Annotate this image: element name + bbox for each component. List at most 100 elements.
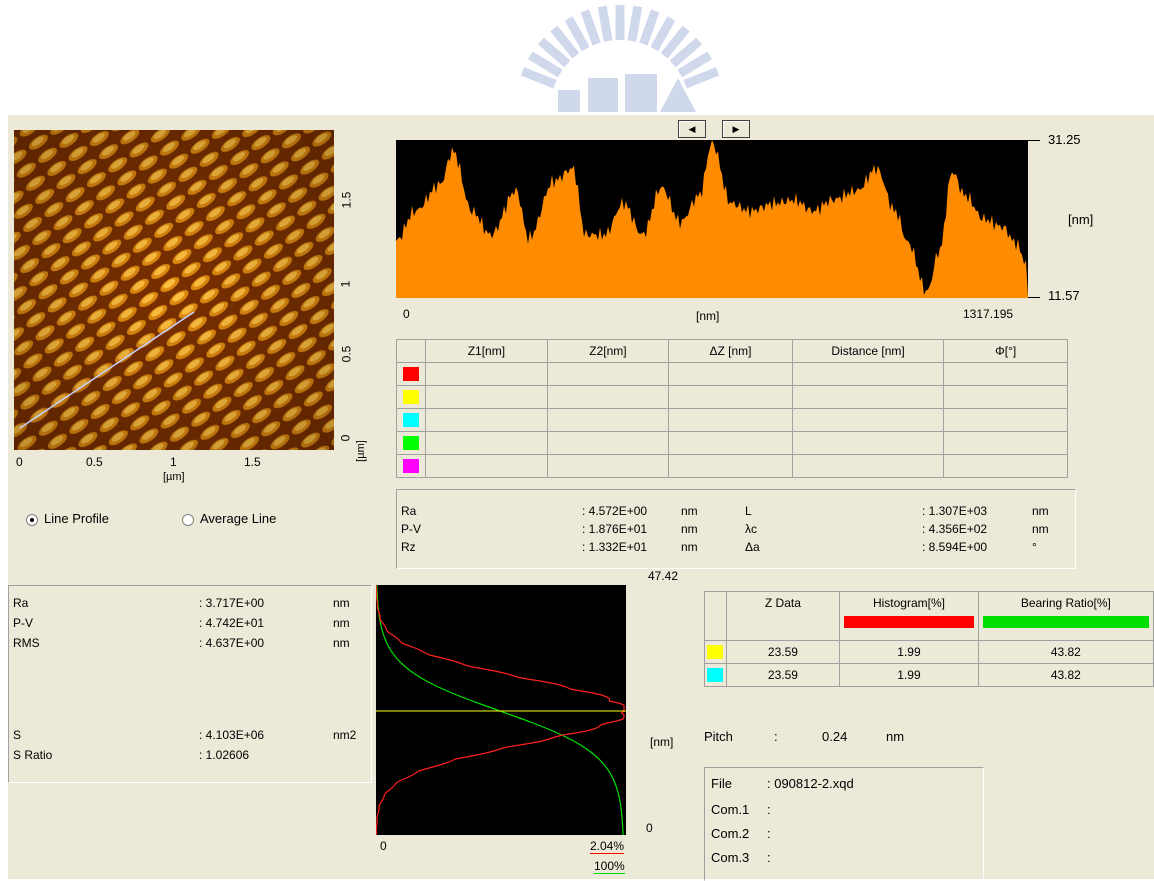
image-x-tick: 1.5 (244, 455, 261, 469)
yellow-cursor-swatch (707, 645, 724, 660)
rough-name: λc (745, 522, 757, 536)
table-row[interactable]: 23.59 1.99 43.82 (704, 663, 1154, 687)
rough-value: : 1.876E+01 (582, 522, 648, 536)
profile-line-cursor[interactable] (19, 311, 195, 429)
cyan-cursor-swatch (403, 413, 420, 428)
bearing-header-label: Bearing Ratio[%] (1020, 596, 1111, 610)
histogram-x-start: 0 (380, 839, 387, 853)
table-row[interactable] (395, 431, 1068, 455)
image-y-tick: 1 (338, 280, 353, 288)
radio-selected-icon (26, 513, 38, 526)
col-distance: Distance [nm] (791, 339, 945, 363)
profile-x-unit: [nm] (696, 309, 720, 323)
bearing-x-max: 100% (594, 859, 625, 874)
table-row[interactable] (395, 454, 1068, 478)
col-z-data: Z Data (725, 591, 841, 641)
bearing-ratio-curve (376, 585, 624, 835)
histogram-bottom-value: 0 (646, 821, 653, 835)
col-delta-z: ΔZ [nm] (668, 339, 793, 363)
afm-topography-image[interactable] (14, 130, 350, 450)
table-row[interactable]: 23.59 1.99 43.82 (704, 640, 1154, 664)
histogram-cell: 1.99 (839, 663, 979, 687)
average-line-label: Average Line (200, 511, 277, 526)
next-profile-button[interactable]: ▶ (722, 120, 750, 138)
z-max-tick (1028, 140, 1040, 141)
image-x-unit: [µm] (163, 471, 185, 483)
cyan-cursor-swatch (707, 668, 724, 683)
profile-z-max: 31.25 (1048, 132, 1081, 147)
rough-value: : 1.332E+01 (582, 540, 648, 554)
comment1-label: Com.1 (711, 802, 750, 817)
file-info-panel: File : 090812-2.xqd Com.1 : Com.2 : Com.… (704, 767, 984, 881)
pitch-unit: nm (886, 729, 905, 744)
rough-unit: nm (681, 522, 698, 536)
image-x-tick: 0.5 (86, 455, 103, 469)
table-row[interactable] (395, 408, 1068, 432)
area-roughness-panel: Ra : 3.717E+00 nm P-V : 4.742E+01 nm RMS… (8, 585, 372, 783)
table-row[interactable] (395, 385, 1068, 409)
histogram-top-value: 47.42 (648, 569, 679, 583)
yellow-cursor-swatch (403, 390, 420, 405)
profile-z-min: 11.57 (1048, 288, 1080, 303)
left-arrow-icon: ◀ (688, 124, 696, 134)
z-min-tick (1028, 297, 1040, 298)
rough-unit: nm (1032, 504, 1049, 518)
histogram-x-max: 2.04% (590, 839, 625, 854)
rough-name: P-V (401, 522, 422, 536)
area-name: S Ratio (13, 748, 53, 762)
histogram-color-bar (844, 616, 974, 628)
histogram-cell: 1.99 (839, 640, 979, 664)
image-x-tick: 1 (170, 455, 177, 469)
cursor-measurement-table: Z1[nm] Z2[nm] ΔZ [nm] Distance [nm] Φ[°] (395, 339, 1068, 478)
col-z1: Z1[nm] (425, 339, 548, 363)
histogram-curve (376, 585, 625, 835)
comment1-value: : (767, 802, 771, 817)
rough-unit: nm (681, 540, 698, 554)
area-name: P-V (13, 616, 34, 630)
histogram-header-label: Histogram[%] (872, 596, 945, 610)
table-row[interactable] (395, 362, 1068, 386)
rough-value: : 4.572E+00 (582, 504, 648, 518)
green-cursor-swatch (403, 436, 420, 451)
area-value: : 3.717E+00 (199, 596, 265, 610)
col-phi: Φ[°] (943, 339, 1068, 363)
bearing-cell: 43.82 (977, 640, 1154, 664)
pitch-label: Pitch (704, 729, 733, 744)
red-cursor-swatch (403, 367, 420, 382)
rough-value: : 4.356E+02 (922, 522, 988, 536)
afm-analysis-window: 1.5 1 0.5 0 [µm] 0 0.5 1 1.5 [µm] ◀ ▶ 31… (8, 115, 1154, 881)
rough-name: L (745, 504, 752, 518)
image-y-tick: 0 (338, 434, 353, 442)
line-profile-label: Line Profile (44, 511, 110, 526)
area-unit: nm2 (333, 728, 357, 742)
file-label: File (711, 776, 732, 791)
z-data-cell: 23.59 (725, 640, 841, 664)
image-y-unit: [µm] (354, 440, 367, 462)
comment2-value: : (767, 826, 771, 841)
image-y-tick: 0.5 (339, 345, 354, 363)
histogram-unit: [nm] (650, 735, 674, 749)
right-arrow-icon: ▶ (732, 124, 740, 134)
profile-x-end: 1317.195 (963, 307, 1014, 321)
col-z2: Z2[nm] (546, 339, 670, 363)
comment3-label: Com.3 (711, 850, 750, 865)
previous-profile-button[interactable]: ◀ (678, 120, 706, 138)
area-unit: nm (333, 596, 350, 610)
average-line-radio[interactable]: Average Line (182, 511, 276, 526)
area-value: : 4.103E+06 (199, 728, 265, 742)
university-logo-watermark (520, 5, 720, 112)
profile-area (396, 140, 1028, 298)
rough-unit: ° (1032, 540, 1037, 554)
height-histogram-chart (376, 585, 626, 835)
area-name: Ra (13, 596, 29, 610)
line-profile-radio[interactable]: Line Profile (26, 511, 109, 526)
rough-unit: nm (1032, 522, 1049, 536)
area-name: S (13, 728, 22, 742)
profile-x-start: 0 (403, 307, 410, 321)
radio-unselected-icon (182, 513, 194, 526)
z-data-cell: 23.59 (725, 663, 841, 687)
image-x-tick: 0 (16, 455, 23, 469)
magenta-cursor-swatch (403, 459, 420, 474)
area-unit: nm (333, 636, 350, 650)
col-bearing-ratio: Bearing Ratio[%] (977, 591, 1154, 641)
